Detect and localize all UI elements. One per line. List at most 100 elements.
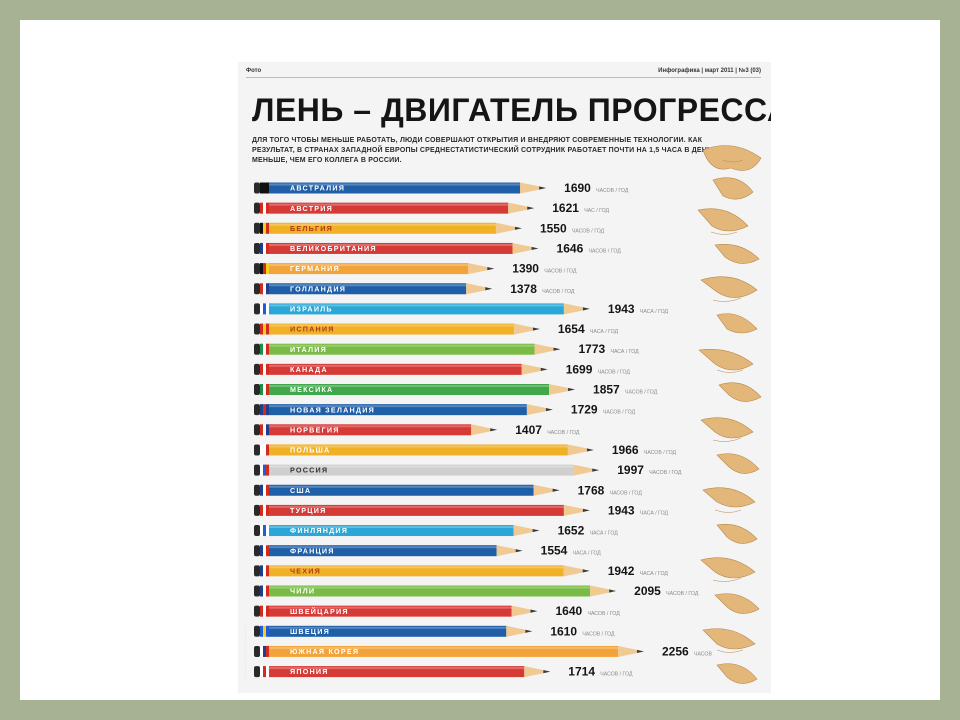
pencil-body (269, 545, 497, 557)
pencil-flag-stripe (260, 464, 263, 476)
pencil-graphite (532, 327, 540, 331)
country-label: ШВЕЙЦАРИЯ (290, 607, 349, 616)
pencil-flag-stripe (260, 303, 263, 315)
pencil-shavings-decoration (697, 145, 762, 684)
unit-label: ЧАСОВ / ГОД (542, 289, 575, 295)
pencil-highlight (269, 586, 591, 589)
pencil-body (269, 484, 534, 496)
pencil-graphite (609, 589, 617, 593)
value-label: 1390 (512, 262, 539, 276)
pencil-flag-stripe (266, 222, 269, 234)
pencil-flag-stripe (260, 525, 263, 537)
pencil-bar: МЕКСИКА 1857 ЧАСОВ / ГОД (254, 383, 658, 397)
country-label: ФИНЛЯНДИЯ (290, 526, 348, 535)
pencil-graphite (545, 408, 553, 412)
pencil-flag-stripe (266, 303, 269, 315)
pencil-eraser (254, 222, 260, 234)
pencil-graphite (531, 246, 539, 251)
unit-label: ЧАС / ГОД (584, 208, 609, 214)
pencil-highlight (269, 646, 618, 649)
pencil-flag-stripe (266, 182, 269, 194)
value-label: 1943 (608, 302, 635, 316)
pencil-highlight (269, 324, 514, 327)
pencil-flag-stripe (263, 625, 266, 637)
pencil-flag-stripe (266, 565, 269, 577)
pencil-eraser (254, 323, 260, 335)
pencil-highlight (269, 626, 507, 629)
country-label: АВСТРАЛИЯ (290, 184, 345, 193)
pencil-body (269, 605, 512, 617)
unit-label: ЧАСОВ / ГОД (610, 490, 643, 496)
pencil-body (269, 424, 472, 436)
pencil-flag-stripe (260, 585, 263, 597)
pencil-flag-stripe (260, 545, 263, 557)
pencil-flag-stripe (263, 605, 266, 617)
pencil-flag-stripe (260, 343, 263, 355)
value-label: 1621 (552, 201, 579, 215)
pencil-flag-stripe (266, 343, 269, 355)
pencil-flag-stripe (266, 323, 269, 335)
pencil-eraser (254, 363, 260, 375)
country-label: АВСТРИЯ (290, 204, 333, 213)
pencil-highlight (269, 445, 568, 448)
pencil-bar: ЯПОНИЯ 1714 ЧАСОВ / ГОД (254, 665, 633, 679)
country-label: ЮЖНАЯ КОРЕЯ (290, 647, 359, 656)
pencil-flag-stripe (263, 404, 266, 416)
country-label: ЧЕХИЯ (290, 566, 321, 575)
page-title: ЛЕНЬ – ДВИГАТЕЛЬ ПРОГРЕССА (252, 92, 771, 128)
value-label: 2256 (662, 644, 689, 658)
pencil-eraser (254, 504, 260, 516)
pencil-bar: ЧИЛИ 2095 ЧАСОВ / ГОД (254, 584, 699, 598)
pencil-wood-tip (520, 182, 540, 194)
country-label: ГОЛЛАНДИЯ (290, 284, 346, 293)
unit-label: ЧАСОВ / ГОД (588, 611, 621, 617)
value-label: 1646 (557, 241, 584, 255)
value-label: 1943 (608, 503, 635, 517)
pencil-wood-tip (506, 625, 526, 637)
country-label: ИТАЛИЯ (290, 345, 327, 354)
country-label: ЯПОНИЯ (290, 667, 329, 676)
pencil-flag-stripe (263, 666, 266, 678)
pencil-flag-stripe (263, 645, 266, 657)
pencil-bar: ИСПАНИЯ 1654 ЧАСА / ГОД (254, 322, 619, 336)
pencil-eraser (254, 404, 260, 416)
pencil-flag-stripe (266, 504, 269, 516)
unit-label: ЧАСА / ГОД (573, 551, 602, 557)
value-label: 1768 (578, 483, 605, 497)
pencil-flag-stripe (266, 625, 269, 637)
pencil-highlight (269, 606, 512, 609)
pencil-eraser (254, 645, 260, 657)
pencil-highlight (269, 284, 467, 287)
pencil-flag-stripe (263, 242, 266, 254)
unit-label: ЧАСОВ (694, 651, 712, 657)
pencil-highlight (269, 183, 521, 186)
pencil-flag-stripe (263, 384, 266, 395)
pencil-flag-stripe (263, 363, 266, 375)
pencil-highlight (269, 526, 514, 529)
unit-label: ЧАСОВ / ГОД (625, 390, 658, 396)
pencil-graphite (582, 307, 590, 311)
pencil-wood-tip (524, 666, 544, 678)
pencil-bar: ГЕРМАНИЯ 1390 ЧАСОВ / ГОД (254, 262, 577, 276)
pencil-graphite (515, 549, 523, 553)
pencil-flag-stripe (266, 404, 269, 416)
slide: Фото Инфографика | март 2011 | №3 (03) Л… (20, 20, 940, 700)
value-label: 1942 (608, 564, 635, 578)
pencil-flag-stripe (260, 384, 263, 395)
pencil-flag-stripe (260, 182, 263, 194)
pencil-body (269, 222, 496, 234)
pencil-eraser (254, 384, 260, 395)
value-label: 1966 (612, 443, 639, 457)
pencil-wood-tip (512, 242, 532, 254)
pencil-flag-stripe (260, 625, 263, 637)
header-left: Фото (246, 68, 262, 74)
pencil-highlight (269, 425, 472, 428)
pencil-bar: ИТАЛИЯ 1773 ЧАСА / ГОД (254, 342, 639, 356)
pencil-highlight (269, 505, 564, 508)
country-label: ТУРЦИЯ (290, 506, 326, 515)
pencil-body (269, 625, 507, 637)
pencil-highlight (269, 566, 564, 569)
pencil-wood-tip (567, 444, 587, 456)
pencil-wood-tip (563, 303, 583, 315)
pencil-bar: ШВЕЙЦАРИЯ 1640 ЧАСОВ / ГОД (254, 604, 620, 618)
